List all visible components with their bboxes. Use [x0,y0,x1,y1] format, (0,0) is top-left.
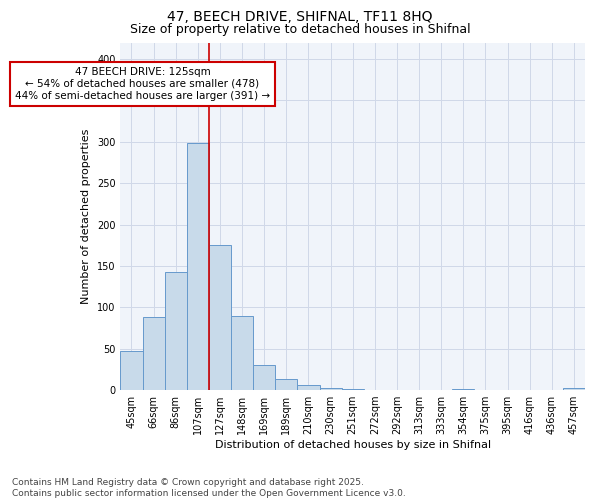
Bar [164,272,187,390]
Bar [275,380,298,390]
Y-axis label: Number of detached properties: Number of detached properties [82,128,91,304]
X-axis label: Distribution of detached houses by size in Shifnal: Distribution of detached houses by size … [215,440,491,450]
Bar [231,316,253,390]
Bar [298,385,320,390]
Bar [253,366,275,390]
Bar [209,246,231,390]
Bar [320,388,341,390]
Bar [121,351,143,390]
Text: 47, BEECH DRIVE, SHIFNAL, TF11 8HQ: 47, BEECH DRIVE, SHIFNAL, TF11 8HQ [167,10,433,24]
Bar [143,318,164,390]
Bar [563,388,585,390]
Text: 47 BEECH DRIVE: 125sqm
← 54% of detached houses are smaller (478)
44% of semi-de: 47 BEECH DRIVE: 125sqm ← 54% of detached… [15,68,270,100]
Text: Contains HM Land Registry data © Crown copyright and database right 2025.
Contai: Contains HM Land Registry data © Crown c… [12,478,406,498]
Text: Size of property relative to detached houses in Shifnal: Size of property relative to detached ho… [130,22,470,36]
Bar [187,142,209,390]
